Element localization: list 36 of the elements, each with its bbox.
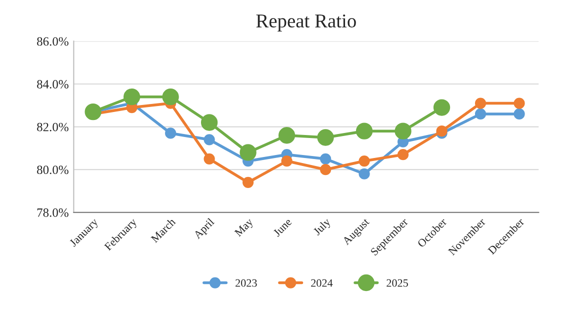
legend-label: 2024 [311, 279, 333, 287]
point [433, 99, 450, 116]
point [358, 168, 370, 180]
point [84, 103, 102, 120]
x-tick-label: July [312, 217, 333, 238]
point [320, 164, 332, 176]
y-tick-label: 78.0% [37, 208, 68, 217]
x-tick-label: May [234, 218, 256, 239]
point [204, 134, 215, 146]
point [514, 108, 525, 120]
point [514, 98, 525, 109]
point [204, 153, 215, 164]
point [320, 153, 332, 164]
legend-label: 2025 [386, 279, 408, 287]
point [397, 149, 409, 160]
legend-label: 2023 [236, 279, 257, 287]
point [394, 122, 412, 140]
y-tick-label: 82.0% [37, 122, 68, 132]
point [240, 144, 256, 161]
point [278, 127, 296, 144]
point [162, 88, 179, 106]
point [281, 155, 292, 167]
point [358, 155, 370, 167]
y-tick-label: 80.0% [37, 166, 68, 174]
y-tick-label: 86.0% [37, 37, 68, 46]
point [165, 128, 176, 139]
chart-title: Repeat Ratio [256, 14, 356, 32]
x-tick-label: June [272, 218, 292, 238]
point [242, 176, 254, 188]
point [474, 98, 486, 109]
y-tick-label: 84.0% [37, 80, 68, 89]
point [317, 129, 334, 146]
point [474, 108, 486, 120]
point [356, 122, 373, 140]
point [200, 114, 218, 131]
point [123, 88, 140, 106]
